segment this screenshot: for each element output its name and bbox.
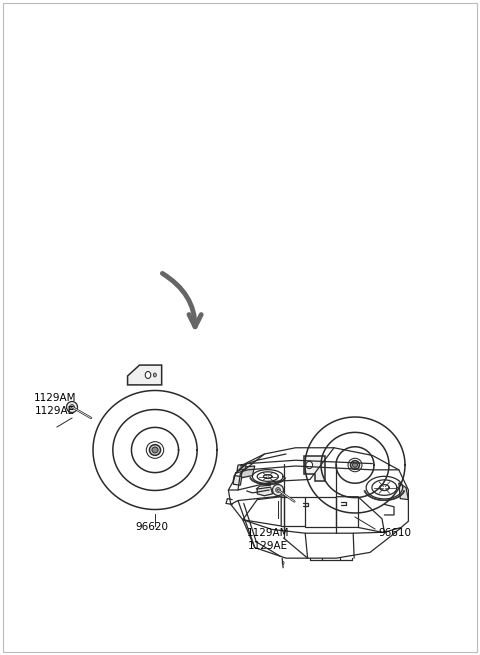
Polygon shape xyxy=(128,365,162,385)
Ellipse shape xyxy=(152,447,158,453)
Ellipse shape xyxy=(352,462,358,468)
Polygon shape xyxy=(240,466,255,478)
Ellipse shape xyxy=(145,371,151,379)
Ellipse shape xyxy=(306,461,312,468)
Ellipse shape xyxy=(149,445,161,455)
Text: 1129AM
1129AE: 1129AM 1129AE xyxy=(34,393,76,416)
Ellipse shape xyxy=(153,373,156,377)
Ellipse shape xyxy=(350,460,360,470)
Circle shape xyxy=(276,487,280,493)
Polygon shape xyxy=(237,464,246,471)
Text: 1129AM
1129AE: 1129AM 1129AE xyxy=(247,528,289,551)
Circle shape xyxy=(67,402,77,413)
Circle shape xyxy=(273,485,284,495)
Polygon shape xyxy=(233,476,242,485)
Polygon shape xyxy=(399,483,408,500)
Text: 96620: 96620 xyxy=(135,522,168,532)
Polygon shape xyxy=(304,456,325,481)
Circle shape xyxy=(70,405,74,409)
Text: 96610: 96610 xyxy=(379,528,411,538)
Polygon shape xyxy=(257,487,273,496)
